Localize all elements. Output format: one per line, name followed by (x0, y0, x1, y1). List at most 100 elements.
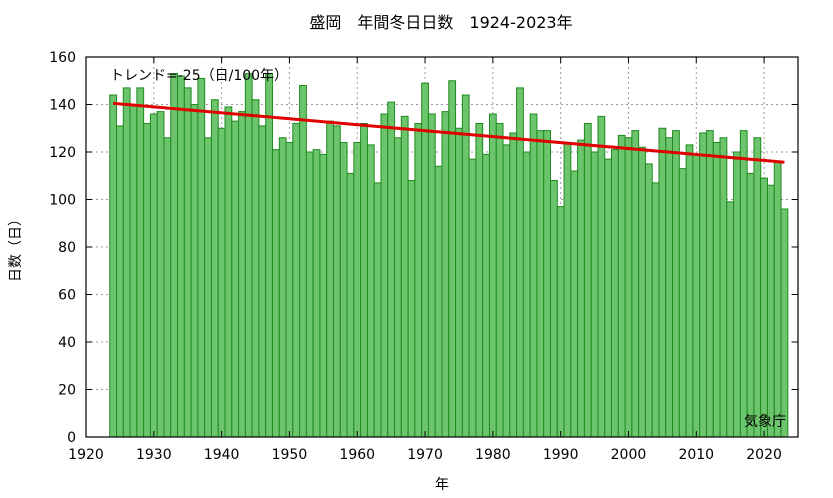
bar-2021 (766, 184, 775, 438)
bar-1972 (434, 165, 443, 438)
bar-1981 (495, 123, 504, 438)
bar-2012 (705, 130, 714, 438)
bar-1954 (312, 149, 321, 438)
bar-2020 (760, 177, 768, 438)
bar-1936 (190, 104, 199, 438)
x-tick-label: 1940 (204, 447, 240, 463)
bar-1948 (271, 149, 280, 438)
bar-1979 (482, 153, 490, 438)
x-tick-label: 1970 (407, 447, 443, 463)
bar-2001 (631, 130, 640, 438)
bar-2014 (719, 137, 728, 438)
bar-2023 (780, 208, 789, 438)
bar-1938 (204, 137, 212, 438)
bar-1969 (414, 123, 423, 438)
x-tick-label: 2020 (746, 447, 782, 463)
bar-1960 (353, 142, 362, 438)
y-tick-label: 80 (58, 240, 76, 256)
chart-title: 盛岡 年間冬日日数 1924-2023年 (309, 13, 572, 32)
bar-1978 (475, 123, 484, 438)
bar-1940 (217, 127, 226, 438)
bar-1952 (299, 85, 307, 438)
bar-1946 (258, 125, 267, 438)
bar-1986 (529, 113, 538, 438)
bar-1942 (231, 120, 240, 438)
bar-1931 (156, 111, 165, 438)
y-tick-label: 40 (58, 335, 76, 351)
bar-1951 (292, 123, 301, 438)
y-tick-label: 60 (58, 288, 76, 304)
x-axis: 1920 1930 1940 1950 1960 1970 1980 1990 2000 2010… (68, 57, 782, 463)
bar-2013 (712, 142, 721, 438)
x-tick-label: 1980 (475, 447, 511, 463)
bar-2000 (624, 137, 633, 438)
bar-2017 (739, 130, 748, 438)
bar-1963 (373, 182, 382, 438)
bar-1947 (265, 73, 273, 438)
bar-1965 (387, 101, 396, 438)
y-tick-label: 160 (49, 50, 76, 66)
x-tick-label: 2000 (611, 447, 647, 463)
bar-1999 (617, 134, 626, 438)
bar-1926 (122, 87, 131, 438)
y-tick-label: 140 (49, 98, 76, 114)
bar-1991 (563, 142, 572, 438)
bar-1956 (326, 120, 335, 438)
bar-1982 (502, 144, 511, 438)
bar-1949 (278, 137, 287, 438)
bar-1950 (285, 142, 294, 438)
bar-1993 (577, 139, 585, 438)
bar-1933 (170, 73, 179, 438)
bar-1968 (407, 180, 416, 438)
bar-1975 (455, 127, 463, 438)
bar-1983 (509, 132, 518, 438)
bar-2016 (733, 151, 741, 438)
bar-1945 (251, 99, 260, 438)
bar-1988 (543, 130, 551, 438)
bar-2005 (658, 127, 667, 438)
x-tick-label: 2010 (678, 447, 714, 463)
x-axis-label: 年 (435, 477, 449, 493)
bar-1932 (163, 137, 172, 438)
bar-1939 (210, 99, 219, 438)
bar-1941 (224, 106, 233, 438)
bar-1955 (319, 153, 328, 438)
bar-2008 (678, 168, 687, 438)
bar-1959 (346, 172, 355, 438)
bar-1994 (583, 123, 592, 438)
trend-line (112, 101, 785, 164)
bar-1937 (197, 77, 206, 438)
trend-annotation: トレンド=-25（日/100年） (110, 68, 288, 84)
bar-1930 (149, 113, 158, 438)
bar-1971 (427, 113, 436, 438)
y-tick-label: 120 (49, 145, 76, 161)
bar-1944 (244, 73, 253, 438)
bar-1958 (339, 142, 348, 438)
bar-1995 (590, 151, 599, 438)
y-tick-label: 0 (67, 430, 76, 446)
source-label: 気象庁 (744, 414, 786, 430)
bar-1987 (536, 130, 545, 438)
x-tick-label: 1960 (339, 447, 375, 463)
x-tick-label: 1930 (136, 447, 172, 463)
bar-1997 (604, 158, 613, 438)
bar-1980 (488, 113, 497, 438)
x-tick-label: 1920 (68, 447, 104, 463)
bar-1957 (333, 125, 341, 438)
bar-1966 (394, 137, 402, 438)
bar-2018 (746, 172, 755, 438)
bar-1967 (400, 115, 409, 438)
bar-2004 (651, 182, 660, 438)
bar-2022 (773, 161, 782, 438)
bar-1990 (556, 206, 565, 438)
bar-1976 (461, 94, 470, 438)
bar-1977 (468, 158, 477, 438)
bar-2015 (726, 201, 735, 438)
bar-2006 (665, 137, 674, 438)
x-tick-label: 1990 (543, 447, 579, 463)
y-tick-label: 20 (58, 383, 76, 399)
y-axis: 0 20 40 60 80 100 120 140 160 (49, 50, 798, 446)
bar-1943 (238, 111, 246, 438)
bar-1929 (143, 123, 151, 438)
bar-1973 (441, 111, 450, 438)
